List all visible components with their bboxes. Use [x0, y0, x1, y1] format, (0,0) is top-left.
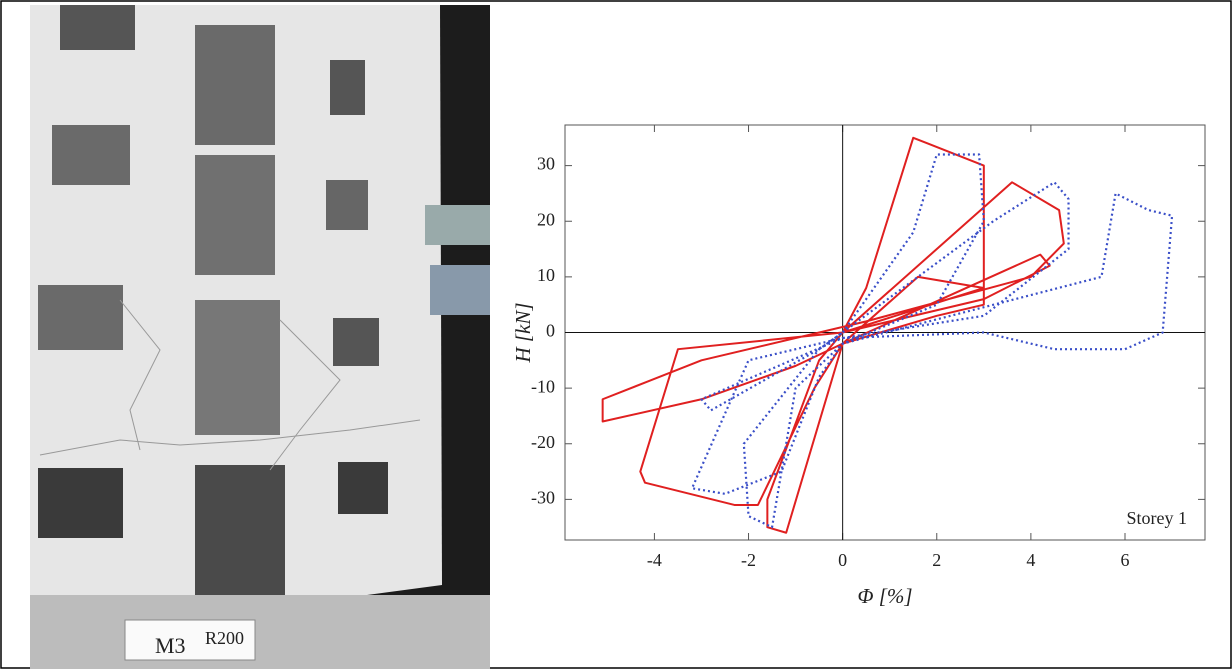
y-tick-label: -30 [531, 488, 555, 508]
photo-label: R200 [205, 628, 244, 648]
x-tick-label: 6 [1121, 550, 1130, 570]
window [326, 180, 368, 230]
x-tick-label: 4 [1026, 550, 1035, 570]
x-tick-label: -2 [741, 550, 756, 570]
y-tick-label: 30 [537, 154, 555, 174]
window [333, 318, 379, 366]
y-tick-label: -20 [531, 432, 555, 452]
window [60, 5, 135, 50]
crack [119, 299, 161, 451]
y-tick-label: 20 [537, 209, 555, 229]
background-window [430, 265, 490, 315]
window [338, 462, 388, 514]
series-line [601, 136, 1065, 534]
window [195, 465, 285, 595]
window [38, 285, 123, 350]
y-tick-label: -10 [531, 376, 555, 396]
series-line [690, 153, 1174, 529]
crack [39, 419, 421, 456]
crack [269, 319, 341, 471]
y-tick-label: 0 [546, 321, 555, 341]
annotation: Storey 1 [1127, 508, 1188, 528]
photo-label: M3 [155, 633, 186, 658]
window [330, 60, 365, 115]
x-tick-label: 2 [932, 550, 941, 570]
specimen-label [124, 619, 256, 661]
window [52, 125, 130, 185]
x-axis-label: Φ [%] [857, 584, 912, 608]
x-tick-label: -4 [647, 550, 662, 570]
x-tick-label: 0 [838, 550, 847, 570]
window [195, 25, 275, 145]
photo: M3 R200 [30, 5, 490, 669]
y-tick-label: 10 [537, 265, 555, 285]
window [195, 155, 275, 275]
window [195, 300, 280, 435]
window [38, 468, 123, 538]
background-window [425, 205, 490, 245]
base-beam [30, 595, 490, 669]
y-axis-label: H [kN] [511, 302, 535, 363]
